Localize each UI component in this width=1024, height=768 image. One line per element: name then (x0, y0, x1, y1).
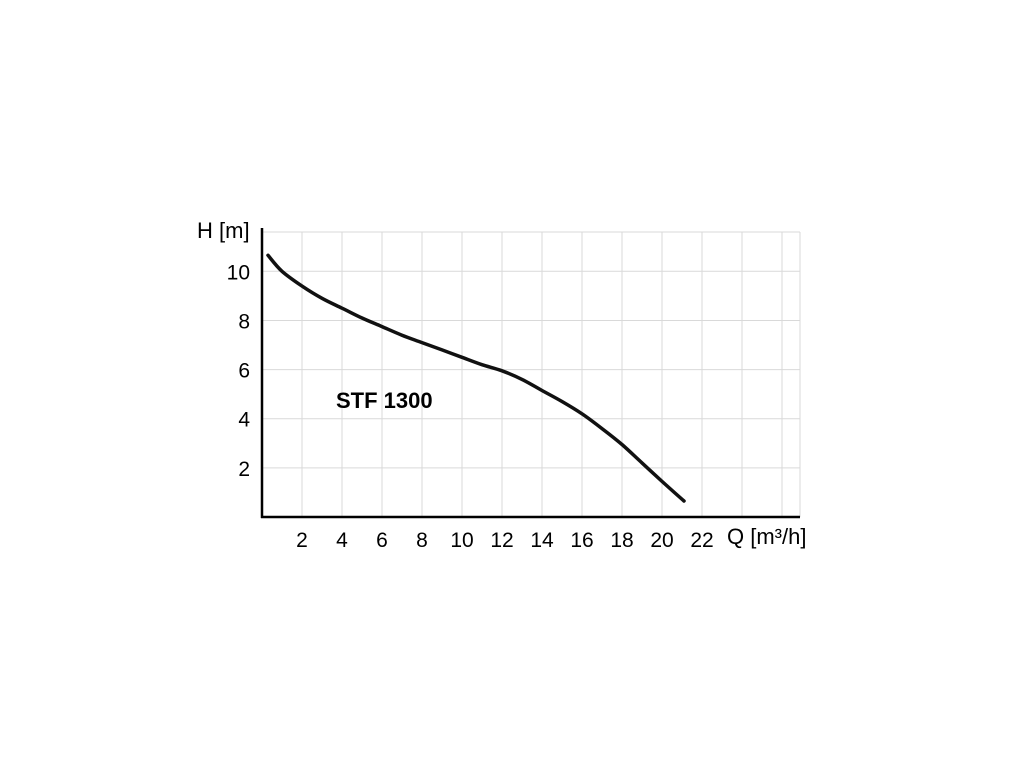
x-tick-label: 22 (690, 529, 713, 552)
x-tick-label: 8 (416, 529, 428, 552)
x-axis-label: Q [m³/h] (727, 524, 807, 549)
y-tick-label: 2 (238, 458, 250, 481)
x-tick-label: 20 (650, 529, 673, 552)
x-tick-label: 4 (336, 529, 348, 552)
pump-curve (266, 253, 686, 503)
y-tick-label: 4 (238, 409, 250, 432)
y-axis-label: H [m] (197, 218, 250, 243)
y-tick-label: 6 (238, 360, 250, 383)
series-annotation: STF 1300 (336, 388, 433, 413)
x-tick-label: 18 (610, 529, 633, 552)
x-tick-label: 10 (450, 529, 473, 552)
x-tick-label: 14 (530, 529, 554, 552)
x-tick-label: 16 (570, 529, 593, 552)
x-tick-label: 6 (376, 529, 388, 552)
y-tick-label: 10 (227, 261, 250, 284)
x-tick-label: 12 (490, 529, 513, 552)
y-tick-label: 8 (238, 310, 250, 333)
x-tick-label: 2 (296, 529, 308, 552)
